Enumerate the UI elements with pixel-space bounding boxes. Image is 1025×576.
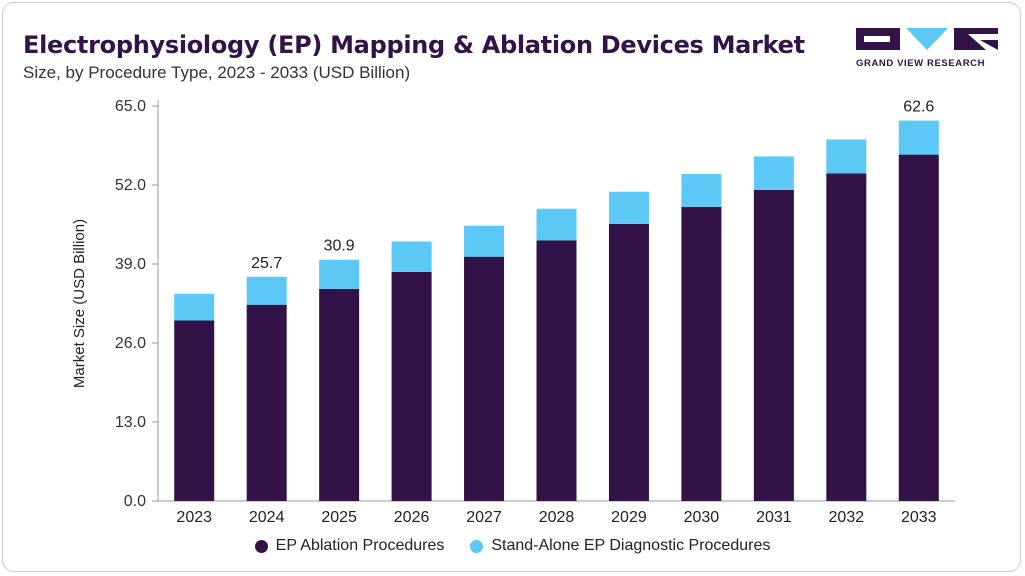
bar-ablation-2033 — [898, 154, 939, 501]
legend-item-diagnostic: Stand-Alone EP Diagnostic Procedures — [470, 537, 770, 555]
x-tick-label: 2028 — [539, 509, 575, 526]
bar-ablation-2030 — [681, 206, 722, 501]
bar-ablation-2028 — [536, 240, 577, 502]
data-label-2024: 25.7 — [251, 255, 282, 272]
legend-swatch-diagnostic — [470, 539, 484, 553]
bar-diagnostic-2027 — [464, 225, 505, 257]
y-tick-label: 0.0 — [124, 493, 146, 510]
x-tick-label: 2025 — [321, 509, 357, 526]
x-tick-label: 2027 — [466, 509, 502, 526]
chart-legend: EP Ablation Procedures Stand-Alone EP Di… — [0, 537, 1025, 555]
y-axis-label: Market Size (USD Billion) — [71, 219, 88, 388]
y-tick-label: 65.0 — [115, 98, 146, 115]
chart-subtitle: Size, by Procedure Type, 2023 - 2033 (US… — [23, 63, 411, 82]
bar-diagnostic-2023 — [174, 293, 215, 321]
y-tick-label: 26.0 — [115, 335, 146, 352]
x-tick-label: 2033 — [901, 509, 937, 526]
y-tick-label: 13.0 — [115, 414, 146, 431]
bar-diagnostic-2030 — [681, 174, 722, 207]
bar-diagnostic-2029 — [608, 191, 649, 224]
bar-ablation-2025 — [319, 288, 360, 501]
bar-diagnostic-2026 — [391, 241, 432, 272]
legend-item-ablation: EP Ablation Procedures — [254, 537, 445, 555]
chart-title: Electrophysiology (EP) Mapping & Ablatio… — [23, 31, 805, 59]
bar-diagnostic-2033 — [898, 120, 939, 155]
legend-swatch-ablation — [254, 539, 268, 553]
x-tick-label: 2030 — [684, 509, 720, 526]
grand-view-research-logo-icon — [856, 28, 998, 50]
bar-diagnostic-2028 — [536, 208, 577, 241]
x-tick-label: 2031 — [756, 509, 792, 526]
brand-name: GRAND VIEW RESEARCH — [856, 58, 986, 69]
y-tick-label: 39.0 — [115, 256, 146, 273]
bar-ablation-2024 — [246, 304, 287, 501]
y-tick-label: 52.0 — [115, 177, 146, 194]
bar-diagnostic-2031 — [753, 156, 794, 190]
x-tick-label: 2032 — [829, 509, 865, 526]
legend-label-diagnostic: Stand-Alone EP Diagnostic Procedures — [491, 537, 771, 554]
bar-ablation-2029 — [608, 223, 649, 501]
bar-ablation-2026 — [391, 271, 432, 501]
x-tick-label: 2029 — [611, 509, 647, 526]
bar-diagnostic-2032 — [826, 139, 867, 174]
bar-ablation-2027 — [464, 256, 505, 501]
bar-diagnostic-2024 — [246, 276, 287, 305]
x-tick-label: 2023 — [176, 509, 212, 526]
bar-ablation-2032 — [826, 173, 867, 501]
data-label-2033: 62.6 — [903, 99, 934, 116]
bar-diagnostic-2025 — [319, 259, 360, 289]
legend-label-ablation: EP Ablation Procedures — [275, 537, 445, 554]
bar-ablation-2023 — [174, 320, 215, 501]
data-label-2025: 30.9 — [324, 238, 355, 255]
bar-ablation-2031 — [753, 189, 794, 501]
x-tick-label: 2024 — [249, 509, 285, 526]
x-tick-label: 2026 — [394, 509, 430, 526]
